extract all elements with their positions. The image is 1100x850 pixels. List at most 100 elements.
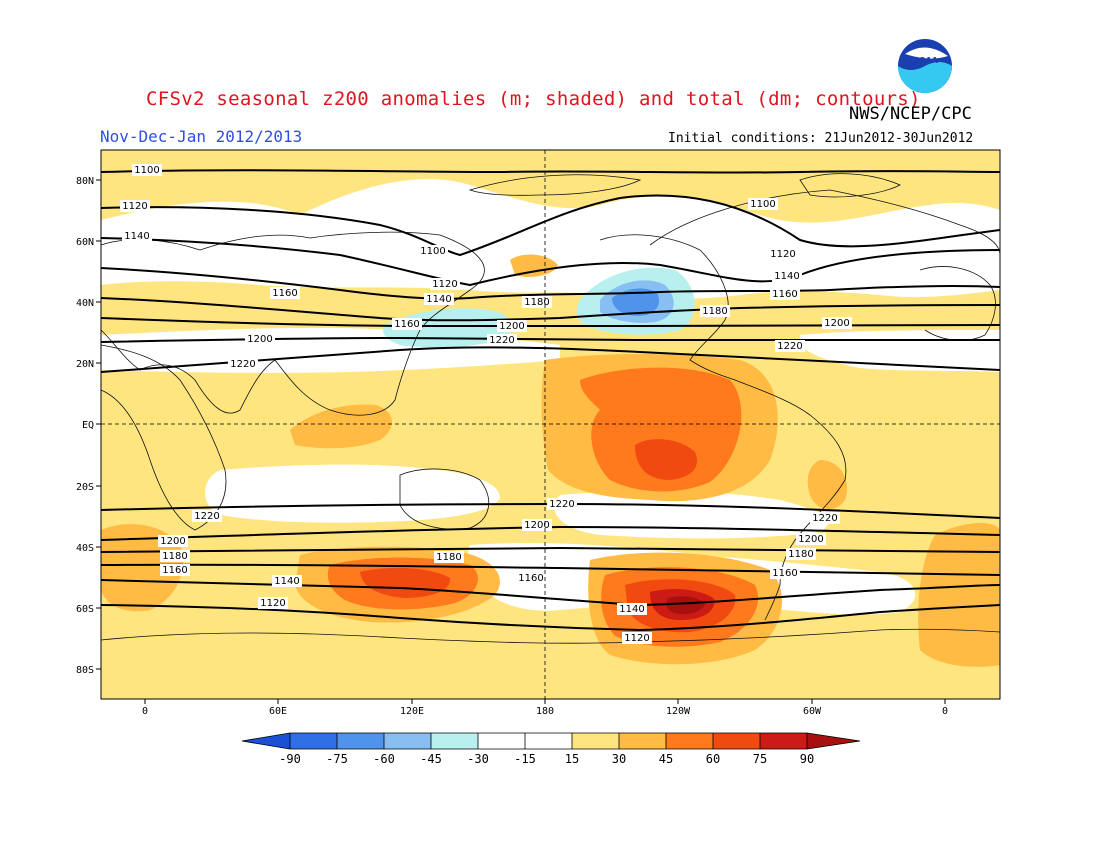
colorbar-swatch bbox=[572, 733, 619, 749]
lat-tick: 20S bbox=[76, 482, 101, 493]
colorbar-arrow-high bbox=[807, 733, 860, 749]
contour-label: 1220 bbox=[192, 510, 222, 522]
svg-text:80S: 80S bbox=[76, 665, 94, 676]
lon-tick: 120E bbox=[400, 699, 424, 717]
svg-text:1200: 1200 bbox=[247, 334, 272, 345]
svg-text:1160: 1160 bbox=[518, 573, 543, 584]
colorbar-swatch bbox=[666, 733, 713, 749]
longitude-axis: 0 60E 120E 180 120W 60W 0 bbox=[142, 699, 948, 717]
svg-text:1220: 1220 bbox=[777, 341, 802, 352]
contour-label: 1200 bbox=[497, 320, 527, 332]
contour-label: 1200 bbox=[158, 535, 188, 547]
contour-label: 1120 bbox=[258, 597, 288, 609]
svg-text:20S: 20S bbox=[76, 482, 94, 493]
svg-text:60N: 60N bbox=[76, 237, 94, 248]
contour-label: 1180 bbox=[700, 305, 730, 317]
colorbar-swatch bbox=[713, 733, 760, 749]
svg-text:80N: 80N bbox=[76, 176, 94, 187]
svg-text:60W: 60W bbox=[803, 706, 822, 717]
contour-label: 1180 bbox=[522, 296, 552, 308]
svg-text:1200: 1200 bbox=[499, 321, 524, 332]
lon-tick: 0 bbox=[942, 699, 948, 717]
colorbar-tick-label: 75 bbox=[753, 752, 767, 766]
lat-tick: EQ bbox=[82, 420, 101, 431]
contour-label: 1140 bbox=[272, 575, 302, 587]
svg-text:1140: 1140 bbox=[774, 271, 799, 282]
contour-label: 1100 bbox=[418, 245, 448, 257]
colorbar-swatch bbox=[384, 733, 431, 749]
contour-label: 1220 bbox=[487, 334, 517, 346]
svg-text:1220: 1220 bbox=[812, 513, 837, 524]
svg-text:40S: 40S bbox=[76, 543, 94, 554]
contour-label: 1120 bbox=[768, 248, 798, 260]
svg-text:1220: 1220 bbox=[549, 499, 574, 510]
contour-label: 1100 bbox=[748, 198, 778, 210]
svg-text:1100: 1100 bbox=[420, 246, 445, 257]
svg-text:1220: 1220 bbox=[194, 511, 219, 522]
colorbar-tick-label: 15 bbox=[565, 752, 579, 766]
contour-label: 1160 bbox=[392, 318, 422, 330]
colorbar-swatch bbox=[525, 733, 572, 749]
svg-text:1160: 1160 bbox=[772, 568, 797, 579]
svg-text:1180: 1180 bbox=[788, 549, 813, 560]
svg-text:1220: 1220 bbox=[489, 335, 514, 346]
colorbar-swatch bbox=[760, 733, 807, 749]
chart-title: CFSv2 seasonal z200 anomalies (m; shaded… bbox=[146, 88, 921, 110]
svg-text:60S: 60S bbox=[76, 604, 94, 615]
svg-text:1160: 1160 bbox=[394, 319, 419, 330]
svg-text:1200: 1200 bbox=[160, 536, 185, 547]
contour-label: 1160 bbox=[516, 572, 546, 584]
contour-label: 1140 bbox=[122, 230, 152, 242]
svg-text:180: 180 bbox=[536, 706, 554, 717]
svg-text:1180: 1180 bbox=[162, 551, 187, 562]
contour-label: 1160 bbox=[270, 287, 300, 299]
contour-label: 1160 bbox=[160, 564, 190, 576]
svg-text:1120: 1120 bbox=[260, 598, 285, 609]
colorbar-tick-label: -15 bbox=[514, 752, 536, 766]
colorbar: -90 -75 -60 -45 -30 -15 15 30 45 60 75 9… bbox=[241, 732, 861, 766]
svg-text:1140: 1140 bbox=[124, 231, 149, 242]
colorbar-arrow-low bbox=[242, 733, 290, 749]
svg-text:1160: 1160 bbox=[272, 288, 297, 299]
contour-label: 1140 bbox=[772, 270, 802, 282]
coastlines bbox=[100, 173, 1001, 644]
svg-text:0: 0 bbox=[942, 706, 948, 717]
svg-text:120E: 120E bbox=[400, 706, 424, 717]
svg-text:1200: 1200 bbox=[824, 318, 849, 329]
colorbar-tick-label: 45 bbox=[659, 752, 673, 766]
contour-labels: 1100 1120 1140 1160 1200 1220 1100 1120 … bbox=[120, 164, 852, 644]
contour-label: 1140 bbox=[617, 603, 647, 615]
svg-text:1160: 1160 bbox=[162, 565, 187, 576]
contour-label: 1200 bbox=[822, 317, 852, 329]
svg-text:1140: 1140 bbox=[274, 576, 299, 587]
colorbar-tick-label: 90 bbox=[800, 752, 814, 766]
contour-label: 1200 bbox=[522, 519, 552, 531]
svg-text:20N: 20N bbox=[76, 359, 94, 370]
lat-tick: 80S bbox=[76, 665, 101, 676]
agency-label: NWS/NCEP/CPC bbox=[849, 104, 972, 124]
colorbar-tick-label: -90 bbox=[279, 752, 301, 766]
lat-tick: 40N bbox=[76, 298, 101, 309]
svg-text:40N: 40N bbox=[76, 298, 94, 309]
contour-label: 1200 bbox=[796, 533, 826, 545]
svg-text:1180: 1180 bbox=[524, 297, 549, 308]
season-label: Nov-Dec-Jan 2012/2013 bbox=[100, 127, 303, 146]
colorbar-tick-label: -30 bbox=[467, 752, 489, 766]
lon-tick: 180 bbox=[536, 699, 554, 717]
initial-conditions-label: Initial conditions: 21Jun2012-30Jun2012 bbox=[668, 131, 974, 146]
svg-text:1180: 1180 bbox=[436, 552, 461, 563]
contour-label: 1180 bbox=[434, 551, 464, 563]
contour-label: 1220 bbox=[810, 512, 840, 524]
contour-label: 1160 bbox=[770, 567, 800, 579]
lon-tick: 0 bbox=[142, 699, 148, 717]
svg-text:1120: 1120 bbox=[122, 201, 147, 212]
lon-tick: 120W bbox=[666, 699, 691, 717]
contour-label: 1100 bbox=[132, 164, 162, 176]
svg-text:1140: 1140 bbox=[426, 294, 451, 305]
contour-label: 1220 bbox=[547, 498, 577, 510]
lat-tick: 80N bbox=[76, 176, 101, 187]
contour-label: 1180 bbox=[160, 550, 190, 562]
contour-label: 1120 bbox=[430, 278, 460, 290]
svg-text:1100: 1100 bbox=[134, 165, 159, 176]
